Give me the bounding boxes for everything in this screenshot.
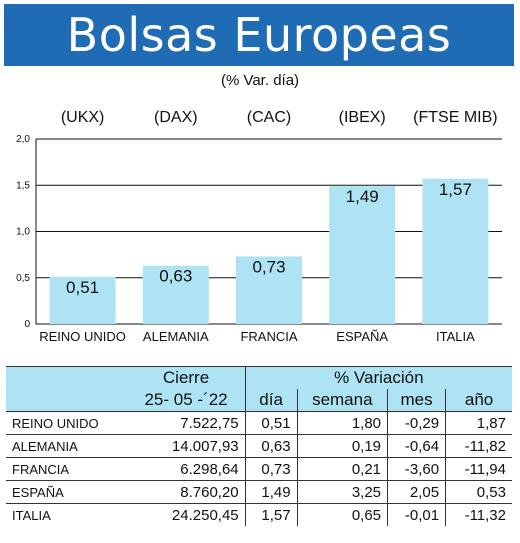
row-cierre: 8.760,20 <box>127 480 246 504</box>
x-tick-label: ITALIA <box>436 329 475 344</box>
row-mes: -0,01 <box>387 503 446 526</box>
x-tick-label: FRANCIA <box>240 329 297 344</box>
row-mes: -0,64 <box>387 434 446 458</box>
row-ano: 0,53 <box>445 480 512 504</box>
y-tick-label: 0,5 <box>16 273 30 284</box>
row-mes: -0,29 <box>387 411 446 435</box>
y-tick-label: 0 <box>24 319 30 330</box>
row-ano: -11,32 <box>445 503 512 526</box>
chart-subtitle: (% Var. día) <box>220 72 300 89</box>
bar-value-label: 1,49 <box>346 187 379 206</box>
table-row: FRANCIA 6.298,64 0,73 0,21 -3,60 -11,94 <box>6 457 512 481</box>
bar <box>329 186 396 324</box>
row-name: ITALIA <box>12 507 51 523</box>
bar-value-label: 0,51 <box>66 278 99 297</box>
row-dia: 0,51 <box>244 411 298 435</box>
header-date: 25- 05 -´22 <box>127 389 246 412</box>
header-dia: día <box>244 389 298 412</box>
row-semana: 3,25 <box>296 480 388 504</box>
row-dia: 1,49 <box>244 480 298 504</box>
row-dia: 1,57 <box>244 503 298 526</box>
index-label: (CAC) <box>247 109 291 126</box>
bar <box>422 178 489 324</box>
row-ano: 1,87 <box>445 411 512 435</box>
header-blank <box>6 366 128 389</box>
row-cierre: 14.007,93 <box>127 434 246 458</box>
table-header-row: Cierre % Variación <box>6 366 512 389</box>
row-dia: 0,73 <box>244 457 298 481</box>
header-cierre: Cierre <box>127 366 246 389</box>
row-mes: -3,60 <box>387 457 446 481</box>
row-semana: 1,80 <box>296 411 388 435</box>
header-mes: mes <box>387 389 446 412</box>
table-subheader-row: 25- 05 -´22 día semana mes año <box>6 389 512 412</box>
bar-value-label: 1,57 <box>439 180 472 199</box>
bar <box>142 265 209 324</box>
x-tick-label: ESPAÑA <box>336 329 388 344</box>
bar-value-label: 0,73 <box>252 257 285 276</box>
index-label: (UKX) <box>61 109 105 126</box>
table-row: ESPAÑA 8.760,20 1,49 3,25 2,05 0,53 <box>6 480 512 504</box>
row-cierre: 24.250,45 <box>171 506 239 524</box>
header-ano: año <box>445 389 512 412</box>
bar <box>49 276 116 324</box>
row-semana: 0,65 <box>296 503 388 526</box>
y-tick-label: 2,0 <box>16 134 30 145</box>
x-tick-label: REINO UNIDO <box>39 329 126 344</box>
bar <box>236 256 302 324</box>
table-row: ITALIA 24.250,45 1,57 0,65 -0,01 -11,32 <box>6 503 512 526</box>
row-cierre: 7.522,75 <box>127 411 246 435</box>
index-label: (FTSE MIB) <box>413 109 497 126</box>
table-row: ALEMANIA 14.007,93 0,63 0,19 -0,64 -11,82 <box>6 434 512 458</box>
header-semana: semana <box>296 389 388 412</box>
page-title: Bolsas Europeas <box>4 4 514 66</box>
index-label: (DAX) <box>154 109 198 126</box>
row-name: ESPAÑA <box>6 480 128 504</box>
row-ano: -11,94 <box>445 457 512 481</box>
row-name: ALEMANIA <box>6 434 128 458</box>
header-variacion: % Variación <box>244 366 512 389</box>
row-name: REINO UNIDO <box>6 411 128 435</box>
bar-chart: 0 0,5 1,0 1,5 2,0 0,51 (UKX) REINO UNIDO 0,63 (DA… <box>16 109 502 344</box>
subheader-blank <box>6 389 128 412</box>
row-name: FRANCIA <box>6 457 128 481</box>
row-semana: 0,21 <box>296 457 388 481</box>
row-mes: 2,05 <box>387 480 446 504</box>
table-row: REINO UNIDO 7.522,75 0,51 1,80 -0,29 1,87 <box>6 411 512 435</box>
bar-value-label: 0,63 <box>159 267 192 286</box>
index-label: (IBEX) <box>339 109 386 126</box>
y-tick-label: 1,5 <box>16 180 30 191</box>
row-cierre: 6.298,64 <box>127 457 246 481</box>
row-dia: 0,63 <box>244 434 298 458</box>
y-tick-label: 1,0 <box>16 227 30 238</box>
market-table: Cierre % Variación 25- 05 -´22 día seman… <box>6 366 512 526</box>
row-ano: -11,82 <box>445 434 512 458</box>
x-tick-label: ALEMANIA <box>143 329 209 344</box>
row-semana: 0,19 <box>296 434 388 458</box>
